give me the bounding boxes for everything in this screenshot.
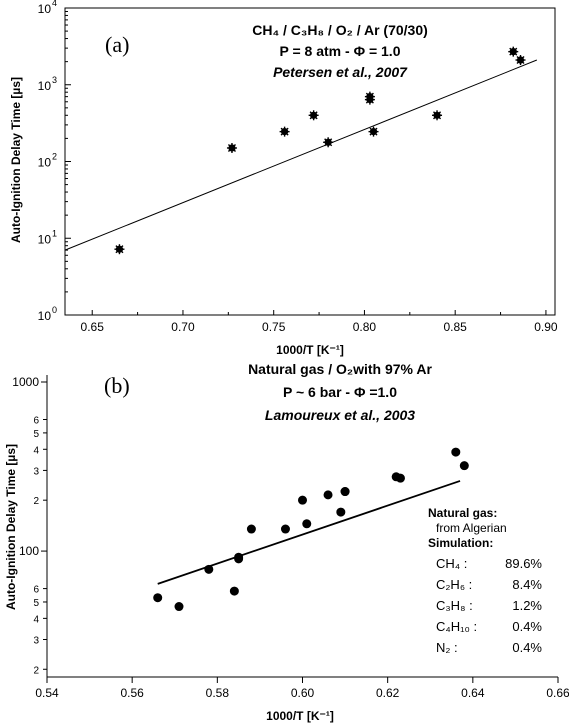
fit-line-b — [157, 480, 461, 585]
chart-panel-b: 0.54 0.56 0.58 0.60 0.62 0.64 0.66 2 3 4 5 6 100 2 3 4… — [4, 361, 569, 723]
data-point-a — [368, 126, 379, 137]
data-point-a — [279, 126, 290, 137]
data-point-b — [229, 586, 239, 596]
annotation-a-line2: P = 8 atm - Φ = 1.0 — [280, 43, 401, 59]
fit-line-b-segment — [157, 480, 461, 585]
composition-species: CH₄ : — [436, 556, 467, 571]
composition-value: 89.6% — [505, 556, 542, 571]
data-point-a — [226, 142, 237, 153]
composition-value: 0.4% — [512, 640, 542, 655]
legend-b-line3: Simulation: — [428, 536, 493, 550]
x-tick-label-b: 0.58 — [206, 686, 230, 700]
x-tick-label-b: 0.60 — [291, 686, 315, 700]
panel-label-b: (b) — [104, 373, 130, 398]
x-tick-label-a: 0.70 — [171, 320, 195, 334]
y-tick-exponent-a: 4 — [52, 0, 57, 8]
x-tick-label-a: 0.85 — [444, 320, 468, 334]
y-axis-label-b: Auto-Ignition Delay Time [µs] — [4, 444, 18, 610]
y-tick-label-b: 6 — [33, 585, 39, 596]
composition-value: 0.4% — [512, 619, 542, 634]
composition-species: C₃H₈ : — [436, 598, 473, 613]
fit-line-a — [64, 59, 538, 251]
data-points-b — [153, 447, 469, 612]
y-axis-label-a: Auto-Ignition Delay Time [µs] — [9, 77, 23, 243]
data-point-b — [323, 490, 333, 500]
data-point-b — [246, 524, 256, 534]
data-point-b — [459, 461, 469, 471]
y-tick-label-b: 1000 — [12, 375, 39, 389]
annotation-a-line3: Petersen et al., 2007 — [273, 64, 408, 80]
data-point-a — [432, 110, 443, 121]
data-point-a — [114, 244, 125, 255]
x-tick-label-b: 0.56 — [120, 686, 144, 700]
data-point-b — [280, 524, 290, 534]
composition-species: N₂ : — [436, 640, 458, 655]
composition-species: C₄H₁₀ : — [436, 619, 477, 634]
y-tick-label-b: 2 — [33, 665, 39, 676]
annotation-b-line1: Natural gas / O₂with 97% Ar — [248, 361, 432, 377]
x-ticks-b: 0.54 0.56 0.58 0.60 0.62 0.64 0.66 — [35, 677, 569, 700]
x-tick-label-b: 0.54 — [35, 686, 59, 700]
data-point-a — [323, 137, 334, 148]
y-tick-label-b: 100 — [19, 544, 39, 558]
y-ticks-b: 2 3 4 5 6 100 2 3 4 5 6 1000 — [12, 375, 47, 676]
data-point-b — [153, 593, 163, 603]
x-tick-label-b: 0.64 — [461, 686, 485, 700]
data-point-b — [302, 519, 312, 529]
data-point-b — [174, 602, 184, 612]
y-tick-exponent-a: 0 — [52, 305, 57, 315]
legend-b-line1: Natural gas: — [428, 506, 497, 520]
data-point-b — [395, 473, 405, 483]
annotation-b-line3: Lamoureux et al., 2003 — [265, 407, 415, 423]
y-tick-label-b: 5 — [33, 429, 39, 440]
composition-species: C₂H₆ : — [436, 577, 472, 592]
y-tick-exponent-a: 2 — [52, 152, 57, 162]
y-tick-label-a: 10 — [38, 79, 52, 93]
y-tick-label-a: 10 — [38, 309, 52, 323]
y-tick-label-a: 10 — [38, 232, 52, 246]
data-point-b — [451, 447, 461, 457]
composition-list: CH₄ : 89.6% C₂H₆ : 8.4% C₃H₈ : 1.2% C₄H₁₀ : 0.4… — [436, 556, 542, 655]
data-point-a — [515, 55, 526, 66]
annotation-b-line2: P ~ 6 bar - Φ =1.0 — [283, 384, 397, 400]
composition-value: 1.2% — [512, 598, 542, 613]
data-point-b — [234, 554, 244, 564]
data-point-b — [298, 495, 307, 505]
x-axis-label-b: 1000/T [K⁻¹] — [266, 709, 334, 723]
composition-value: 8.4% — [512, 577, 542, 592]
y-tick-label-a: 10 — [38, 2, 52, 16]
panel-label-a: (a) — [105, 32, 129, 57]
y-tick-label-b: 5 — [33, 598, 39, 609]
x-ticks-a: 0.65 0.70 0.75 0.80 0.85 0.90 — [81, 310, 558, 334]
data-point-a — [364, 94, 375, 105]
y-tick-label-b: 3 — [33, 466, 39, 477]
data-point-b — [204, 564, 214, 574]
x-tick-label-b: 0.66 — [546, 686, 569, 700]
y-tick-label-b: 4 — [33, 614, 39, 625]
x-tick-label-b: 0.62 — [376, 686, 400, 700]
y-tick-label-b: 3 — [33, 635, 39, 646]
data-point-a — [508, 46, 519, 57]
fit-line-a-segment — [64, 59, 538, 251]
y-tick-exponent-a: 3 — [52, 75, 57, 85]
x-tick-label-a: 0.90 — [534, 320, 558, 334]
y-tick-exponent-a: 1 — [52, 228, 57, 238]
y-tick-label-b: 2 — [33, 496, 39, 507]
data-point-a — [308, 110, 319, 121]
y-tick-label-a: 10 — [38, 156, 52, 170]
x-tick-label-a: 0.65 — [81, 320, 105, 334]
data-points-a — [114, 46, 526, 255]
data-point-b — [340, 487, 350, 497]
x-tick-label-a: 0.80 — [353, 320, 377, 334]
x-tick-label-a: 0.75 — [262, 320, 286, 334]
annotation-a-line1: CH₄ / C₃H₈ / O₂ / Ar (70/30) — [252, 22, 428, 38]
x-axis-label-a: 1000/T [K⁻¹] — [276, 343, 344, 357]
y-tick-label-b: 4 — [33, 445, 39, 456]
legend-b-line2: from Algerian — [436, 521, 507, 535]
data-point-b — [336, 507, 346, 517]
y-tick-label-b: 6 — [33, 416, 39, 427]
